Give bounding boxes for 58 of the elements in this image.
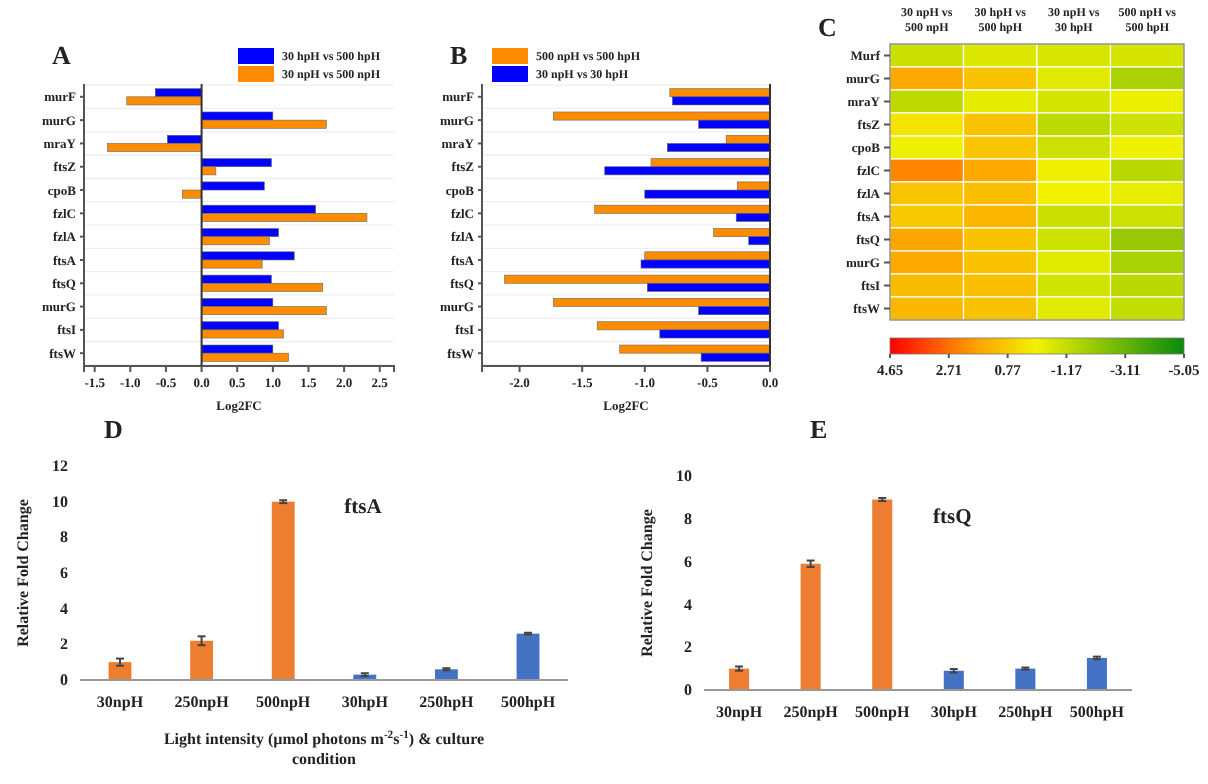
bar: [800, 563, 821, 690]
bar: [201, 352, 289, 362]
bar: [201, 251, 295, 261]
y-tick-label: 6: [60, 564, 68, 583]
bar: [516, 633, 540, 680]
y-axis-title: Relative Fold Change: [14, 498, 32, 647]
y-tick-label: 0: [684, 681, 692, 700]
chart-title: E: [810, 414, 828, 444]
y-tick-label: 8: [60, 528, 68, 547]
bar: [943, 670, 964, 690]
y-tick-label: 10: [52, 492, 68, 511]
bar: [201, 158, 272, 168]
x-tick-label: 500hpH: [1069, 703, 1126, 722]
x-tick-label: 500npH: [855, 703, 911, 722]
y-tick-label: 8: [684, 509, 692, 528]
y-tick-label: 0: [60, 671, 68, 690]
bar: [126, 96, 202, 106]
y-tick-label: 4: [684, 595, 692, 614]
bar: [201, 213, 368, 222]
x-tick-label: 500hpH: [500, 693, 557, 712]
bar: [1015, 668, 1036, 690]
bar: [434, 669, 458, 680]
bar: [108, 662, 132, 680]
x-tick-label: 250hpH: [419, 693, 476, 712]
bar: [107, 143, 202, 152]
x-tick-label: 500npH: [256, 693, 312, 712]
x-tick-label: 30hpH: [930, 703, 979, 722]
bar: [201, 329, 284, 339]
bar: [190, 640, 214, 680]
y-tick-label: 2: [60, 635, 68, 654]
x-tick-label: 250npH: [174, 693, 231, 712]
bar: [201, 228, 279, 237]
annotation: ftsA: [344, 497, 383, 520]
bar: [729, 668, 750, 690]
x-tick-label: 30hpH: [341, 693, 390, 712]
bar: [201, 321, 279, 331]
bar: [271, 501, 295, 680]
annotation: ftsQ: [932, 507, 972, 530]
chart-title: B: [450, 40, 468, 70]
y-tick-label: 4: [60, 599, 68, 618]
x-tick-label: 250npH: [783, 703, 840, 722]
bar: [872, 499, 893, 690]
bar: [201, 282, 324, 292]
y-tick-label: 6: [684, 552, 692, 571]
x-tick-label: 30npH: [715, 703, 764, 722]
y-tick-label: 10: [676, 467, 692, 486]
x-tick-label: 30npH: [96, 693, 145, 712]
x-tick-label: 250hpH: [998, 703, 1055, 722]
y-tick-label: 2: [684, 638, 692, 657]
chart-title: D: [104, 414, 123, 444]
chart-title: C: [818, 12, 837, 42]
y-axis-title: Relative Fold Change: [638, 508, 656, 657]
bar: [201, 119, 327, 129]
y-tick-label: 12: [52, 457, 68, 476]
bar: [1086, 657, 1107, 690]
bar: [201, 306, 327, 316]
text: Light intensity (µmol photons m$^{-2}$s$^{-1}$) & culture condition: [163, 730, 485, 768]
chart-title: A: [52, 40, 72, 70]
